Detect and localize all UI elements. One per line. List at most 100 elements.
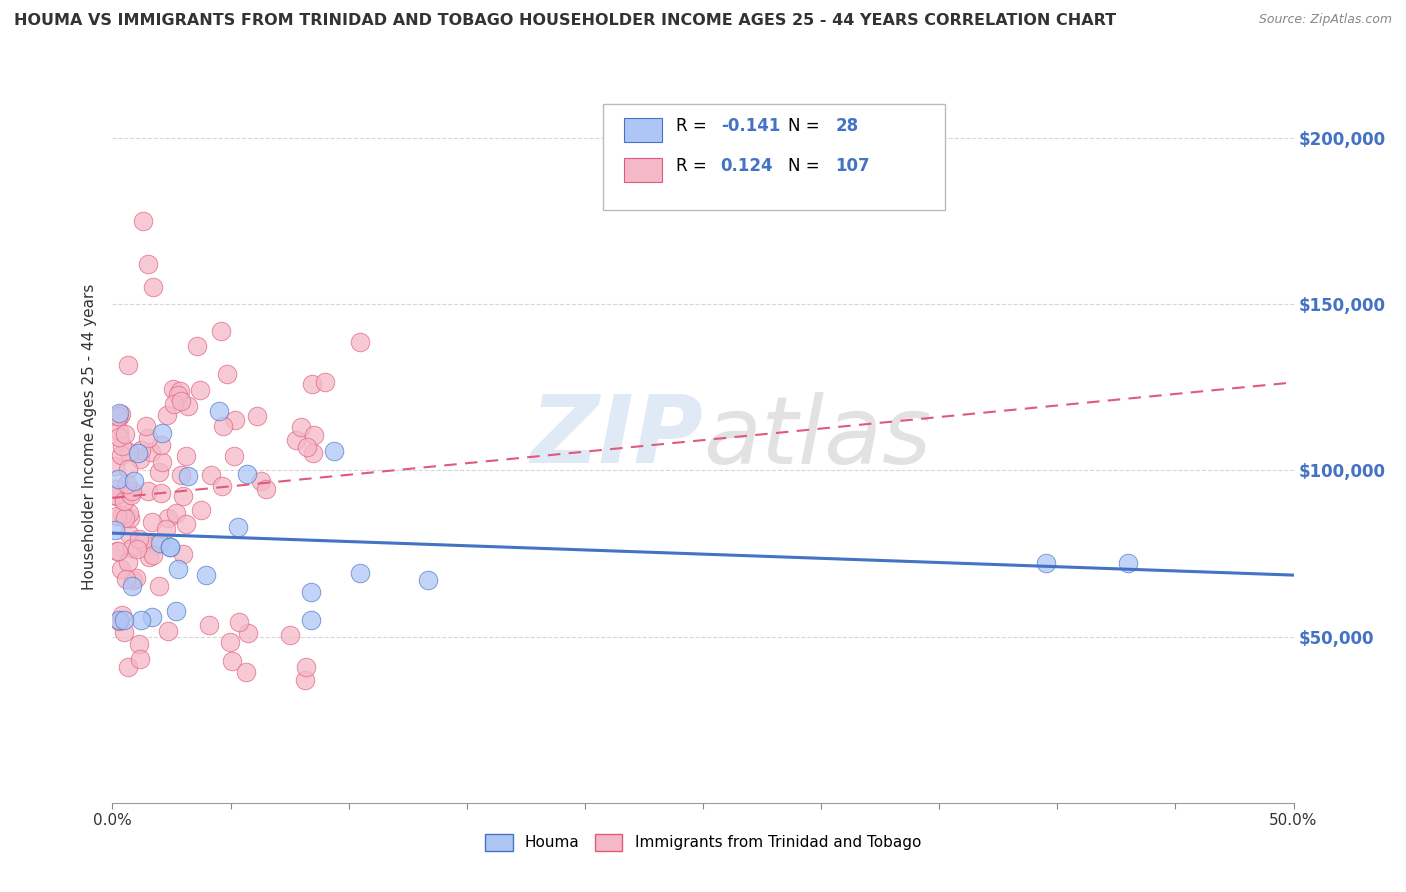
- Point: [107, 409, 129, 424]
- Point: [105, 544, 128, 558]
- Point: [107, 472, 129, 486]
- Point: [129, 443, 152, 458]
- Point: [124, 571, 146, 585]
- Point: [197, 617, 219, 632]
- Point: [290, 420, 312, 434]
- Point: [222, 449, 245, 463]
- Point: [177, 399, 200, 413]
- Y-axis label: Householder Income Ages 25 - 44 years: Householder Income Ages 25 - 44 years: [82, 284, 97, 591]
- Point: [112, 494, 135, 508]
- Point: [211, 479, 233, 493]
- Point: [349, 335, 371, 350]
- Point: [141, 515, 163, 529]
- Point: [211, 418, 233, 433]
- Point: [416, 573, 439, 587]
- Point: [299, 613, 322, 627]
- Point: [162, 382, 184, 396]
- Text: R =: R =: [676, 117, 711, 136]
- Point: [117, 358, 139, 372]
- Point: [209, 324, 232, 338]
- Text: N =: N =: [787, 158, 825, 176]
- Point: [129, 613, 152, 627]
- Point: [114, 624, 136, 639]
- Point: [169, 384, 191, 398]
- Point: [157, 624, 180, 639]
- Point: [188, 383, 211, 397]
- Point: [170, 467, 193, 482]
- Point: [111, 607, 134, 622]
- Point: [186, 339, 208, 353]
- Point: [117, 659, 139, 673]
- Point: [150, 455, 173, 469]
- Point: [349, 566, 371, 581]
- Point: [125, 542, 148, 557]
- Point: [127, 446, 149, 460]
- Point: [118, 526, 141, 541]
- Point: [128, 532, 150, 546]
- Point: [105, 509, 128, 524]
- Point: [246, 409, 269, 424]
- Point: [172, 547, 194, 561]
- Point: [159, 541, 181, 555]
- Point: [118, 506, 141, 520]
- Point: [165, 603, 187, 617]
- Point: [104, 524, 127, 538]
- Text: -0.141: -0.141: [721, 117, 780, 136]
- Point: [159, 540, 181, 554]
- Point: [110, 440, 132, 454]
- Point: [128, 652, 150, 666]
- Point: [143, 539, 166, 553]
- Point: [142, 548, 165, 562]
- Point: [108, 406, 131, 420]
- Point: [322, 444, 344, 458]
- Point: [217, 368, 239, 382]
- Point: [297, 440, 319, 454]
- Point: [108, 430, 131, 444]
- Point: [122, 474, 145, 488]
- Point: [156, 511, 179, 525]
- Point: [156, 408, 179, 422]
- Point: [132, 535, 155, 549]
- Point: [172, 489, 194, 503]
- FancyBboxPatch shape: [603, 104, 945, 211]
- Point: [114, 427, 136, 442]
- Point: [110, 408, 132, 422]
- Point: [139, 445, 162, 459]
- Point: [136, 431, 159, 445]
- FancyBboxPatch shape: [624, 118, 662, 142]
- Point: [302, 446, 325, 460]
- Point: [167, 562, 190, 576]
- Point: [301, 376, 323, 391]
- Point: [294, 673, 316, 688]
- Point: [174, 516, 197, 531]
- Point: [138, 550, 160, 565]
- Point: [1035, 557, 1057, 571]
- Text: Source: ZipAtlas.com: Source: ZipAtlas.com: [1258, 13, 1392, 27]
- Point: [226, 520, 249, 534]
- Point: [118, 510, 141, 524]
- Point: [114, 510, 136, 524]
- Text: ZIP: ZIP: [530, 391, 703, 483]
- Point: [110, 448, 132, 462]
- Point: [149, 536, 172, 550]
- Point: [136, 484, 159, 499]
- Point: [304, 428, 326, 442]
- Point: [150, 426, 173, 441]
- Point: [163, 397, 186, 411]
- Point: [177, 469, 200, 483]
- Point: [107, 613, 129, 627]
- Point: [170, 393, 193, 408]
- Point: [165, 506, 187, 520]
- Point: [104, 488, 127, 502]
- Point: [208, 404, 231, 418]
- Point: [278, 628, 301, 642]
- Point: [107, 614, 129, 628]
- Point: [236, 625, 259, 640]
- Point: [110, 562, 132, 576]
- Point: [118, 485, 141, 500]
- Point: [105, 489, 128, 503]
- Point: [142, 280, 165, 294]
- Point: [314, 376, 336, 390]
- Point: [195, 567, 218, 582]
- Point: [190, 502, 212, 516]
